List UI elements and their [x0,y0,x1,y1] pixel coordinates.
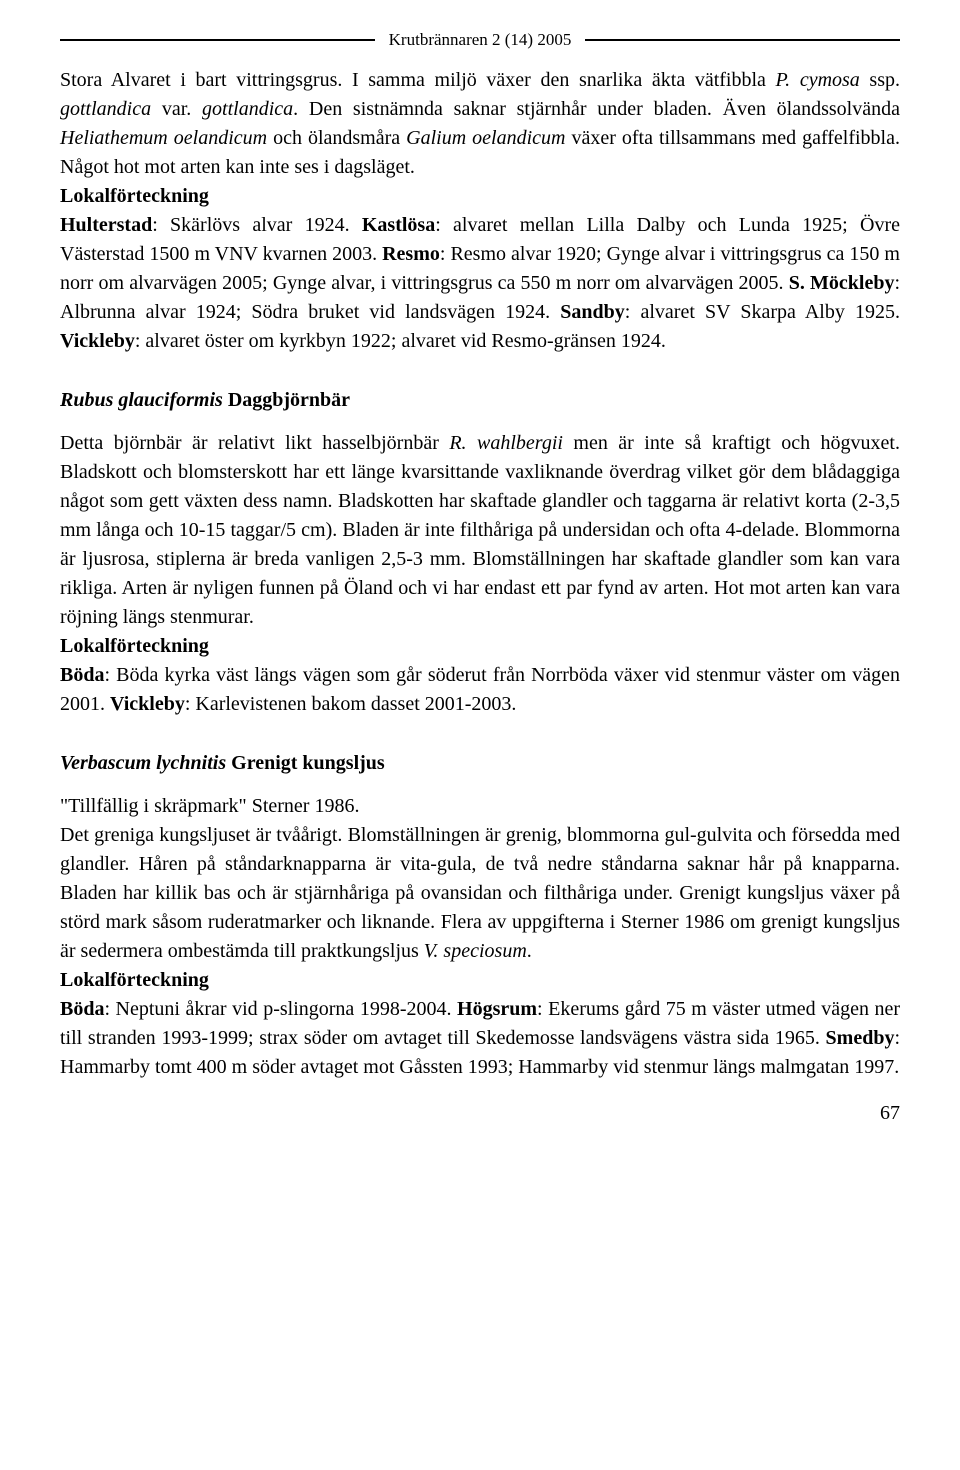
locality: Sandby [560,301,625,323]
species-heading-latin: Rubus glauciformis [60,389,223,411]
subheading: Lokalförteckning [60,969,209,991]
locality: Resmo [382,243,440,265]
species-name: R. wahlbergii [449,432,563,454]
taxon: gottlandica [202,98,293,120]
locality: Smedby [826,1027,895,1049]
section3-paragraph1: Det greniga kungsljuset är tvåårigt. Blo… [60,821,900,966]
locality: Vickleby [60,330,135,352]
text: men är inte så kraftigt och högvuxet. Bl… [60,432,900,628]
section3-heading: Verbascum lychnitis Grenigt kungsljus [60,749,900,778]
page-number: 67 [60,1102,900,1125]
text: . [527,940,532,962]
section2-locality-list: Böda: Böda kyrka väst längs vägen som gå… [60,661,900,719]
subheading: Lokalförteckning [60,185,209,207]
text: Detta björnbär är relativt likt hasselbj… [60,432,449,454]
section1-locality-list: Hulterstad: Skärlövs alvar 1924. Kastlös… [60,211,900,356]
species-heading-common: Daggbjörnbär [223,389,350,411]
section3-quote: "Tillfällig i skräpmark" Sterner 1986. [60,792,900,821]
locality: Högsrum [457,998,537,1020]
species-name: Heliathemum oelandicum [60,127,267,149]
species-heading-common: Grenigt kungsljus [226,752,385,774]
header-rule-left [60,39,375,41]
species-name: V. speciosum [424,940,527,962]
species-name: Galium oelandicum [406,127,565,149]
locality: Böda [60,664,104,686]
document-page: Krutbrännaren 2 (14) 2005 Stora Alvaret … [0,0,960,1165]
locality: Vickleby [110,693,185,715]
section1-paragraph1: Stora Alvaret i bart vittringsgrus. I sa… [60,66,900,182]
subheading: Lokalförteckning [60,635,209,657]
locality: Hulterstad [60,214,152,236]
text: och ölandsmåra [267,127,406,149]
text: : Skärlövs alvar 1924. [152,214,362,236]
text: var. [151,98,202,120]
species-name: P. cymosa [776,69,860,91]
taxon: gottlandica [60,98,151,120]
locality: Böda [60,998,104,1020]
text: : alvaret SV Skarpa Alby 1925. [625,301,900,323]
text: Stora Alvaret i bart vittringsgrus. I sa… [60,69,776,91]
locality: S. Möckleby [789,272,895,294]
text: ssp. [860,69,900,91]
locality: Kastlösa [362,214,435,236]
section3-lokal-heading: Lokalförteckning [60,966,900,995]
section2-heading: Rubus glauciformis Daggbjörnbär [60,386,900,415]
text: "Tillfällig i skräpmark" Sterner 1986. [60,795,359,817]
section3-locality-list: Böda: Neptuni åkrar vid p-slingorna 1998… [60,995,900,1082]
text: : Karlevistenen bakom dasset 2001-2003. [185,693,517,715]
species-heading-latin: Verbascum lychnitis [60,752,226,774]
header-title: Krutbrännaren 2 (14) 2005 [375,30,586,50]
section1-lokal-heading: Lokalförteckning [60,182,900,211]
text: . Den sistnämnda saknar stjärnhår under … [293,98,900,120]
page-header: Krutbrännaren 2 (14) 2005 [60,30,900,50]
text: : alvaret öster om kyrkbyn 1922; alvaret… [135,330,666,352]
text: : Neptuni åkrar vid p-slingorna 1998-200… [104,998,457,1020]
section2-paragraph1: Detta björnbär är relativt likt hasselbj… [60,429,900,632]
section2-lokal-heading: Lokalförteckning [60,632,900,661]
header-rule-right [585,39,900,41]
